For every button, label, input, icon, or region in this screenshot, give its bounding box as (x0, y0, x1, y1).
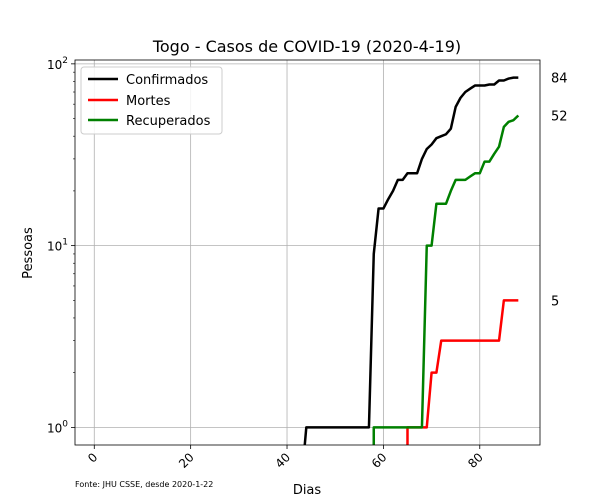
plot-frame (74, 59, 541, 446)
source-footnote: Fonte: JHU CSSE, desde 2020-1-22 (75, 480, 213, 489)
y-tick-label: 101 (47, 238, 68, 254)
grid-lines (75, 60, 540, 445)
y-axis-label: Pessoas (21, 227, 36, 279)
chart-title: Togo - Casos de COVID-19 (2020-4-19) (152, 37, 461, 56)
y-tick-label: 100 (47, 419, 68, 435)
legend-label-recuperados: Recuperados (126, 114, 211, 129)
series-line-recuperados (372, 114, 520, 445)
y-axis-ticks: 100 101 102 (47, 56, 75, 435)
end-value-label-mortes: 5 (551, 294, 559, 309)
end-value-label-recuperados: 52 (551, 109, 568, 124)
legend-label-confirmados: Confirmados (126, 73, 208, 88)
legend-box (80, 66, 223, 135)
end-value-label-confirmados: 84 (551, 72, 568, 87)
x-axis-label: Dias (293, 483, 322, 498)
y-tick-label: 102 (47, 56, 68, 72)
series-lines (303, 76, 520, 445)
series-line-confirmados (303, 76, 519, 445)
legend-label-mortes: Mortes (126, 94, 171, 109)
legend: Confirmados Mortes Recuperados (80, 66, 223, 135)
series-end-labels: 84 5 52 (551, 72, 568, 310)
